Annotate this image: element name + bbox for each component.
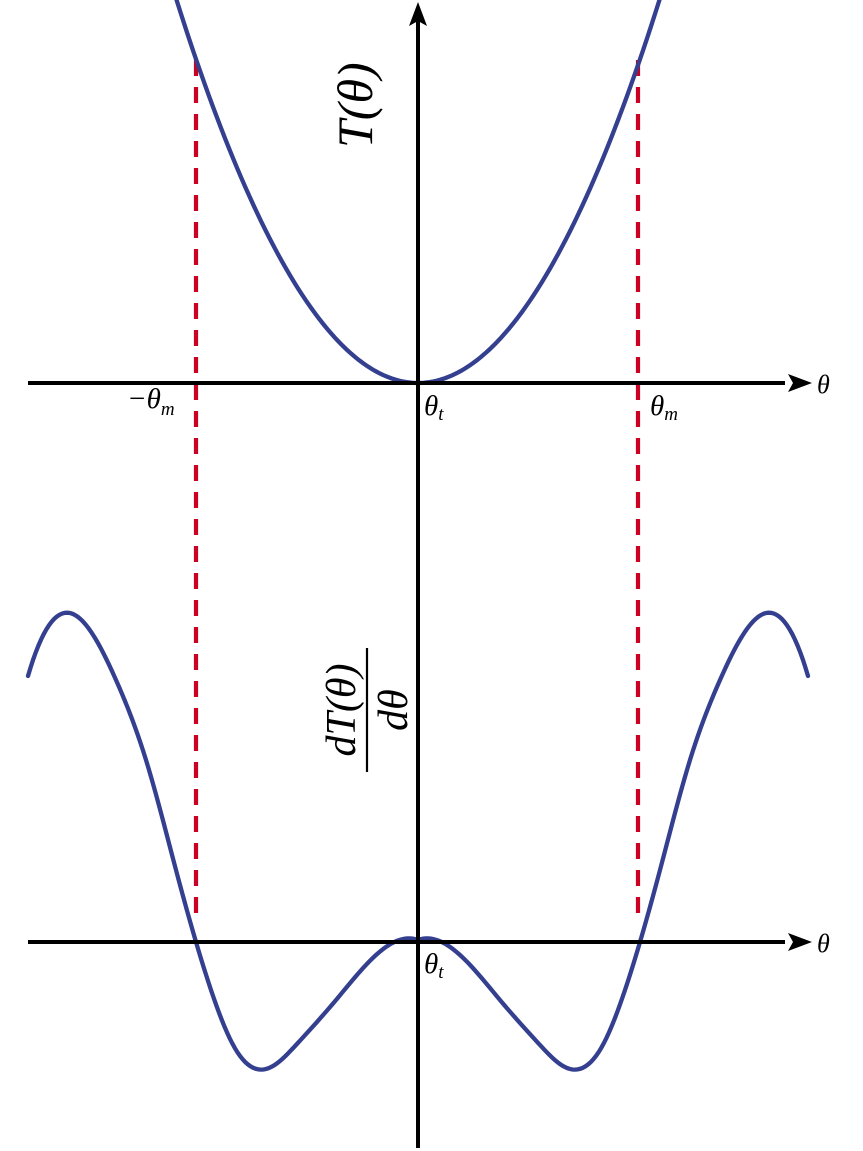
svg-text:θ: θ bbox=[817, 370, 830, 399]
svg-text:dT(θ): dT(θ) bbox=[319, 664, 365, 757]
svg-text:θ: θ bbox=[817, 929, 830, 958]
svg-text:dθ: dθ bbox=[371, 689, 417, 731]
svg-text:T(θ): T(θ) bbox=[327, 62, 383, 148]
